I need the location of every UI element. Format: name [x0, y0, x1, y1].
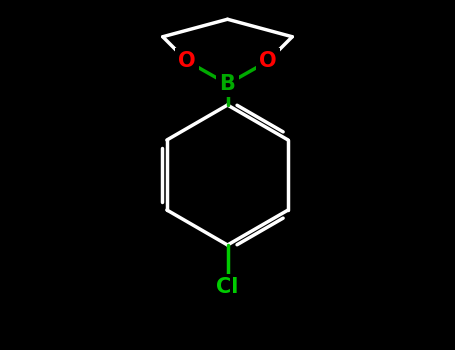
Text: O: O: [259, 51, 277, 71]
Text: Cl: Cl: [216, 277, 239, 297]
Text: O: O: [178, 51, 196, 71]
Text: B: B: [220, 74, 235, 94]
